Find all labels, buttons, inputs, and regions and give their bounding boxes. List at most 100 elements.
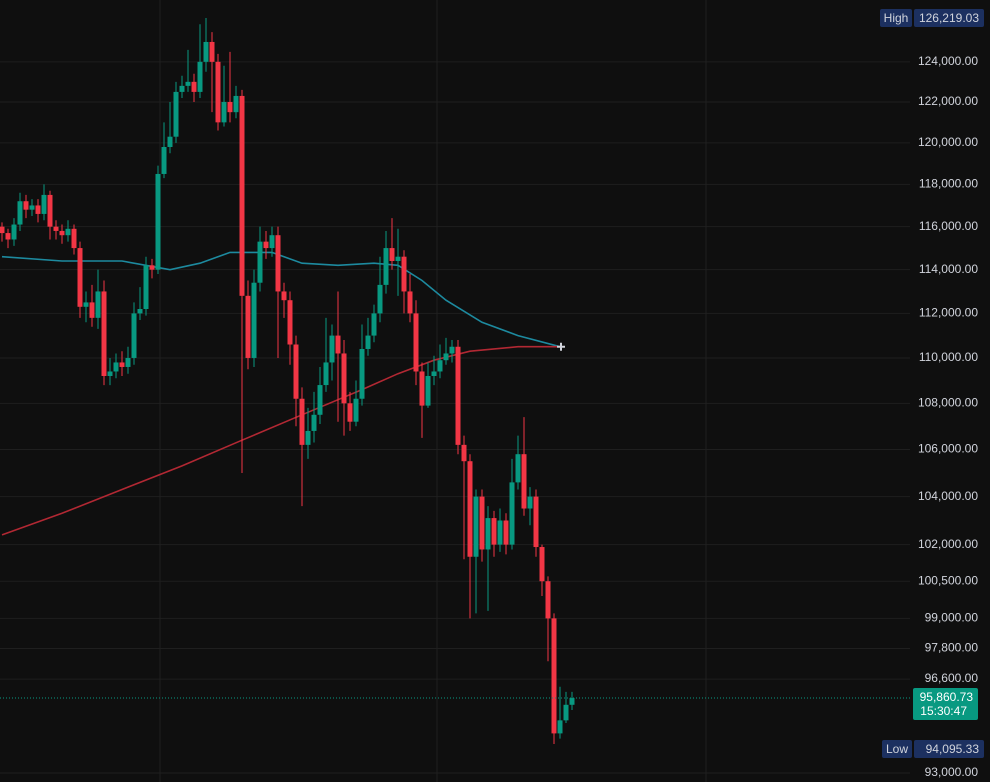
candle-body — [329, 335, 335, 363]
candle-body — [203, 41, 209, 62]
candle-body — [0, 226, 5, 234]
high-label-box — [880, 8, 912, 27]
candle-body — [485, 518, 491, 550]
candle-body — [293, 344, 299, 399]
candle-body — [29, 205, 35, 210]
candle-body — [83, 302, 89, 307]
high-value: 126,219.03 — [919, 11, 979, 25]
candle-body — [185, 81, 191, 86]
candle-body — [413, 313, 419, 372]
candle-body — [239, 95, 245, 296]
high-label: High — [884, 11, 909, 25]
candle-body — [467, 461, 473, 557]
candle-body — [233, 95, 239, 113]
candle-body — [161, 146, 167, 174]
moving-average — [1, 345, 560, 536]
candle-body — [263, 241, 269, 249]
candle-body — [497, 520, 503, 545]
candle-body — [245, 295, 251, 358]
y-tick-label: 100,500.00 — [918, 573, 978, 587]
candle-body — [209, 41, 215, 62]
candle-body — [461, 444, 467, 462]
grid — [0, 61, 910, 774]
candle-body — [503, 520, 509, 545]
y-tick-label: 106,000.00 — [918, 442, 978, 456]
candle-body — [401, 256, 407, 292]
y-tick-label: 102,000.00 — [918, 537, 978, 551]
candle-body — [77, 248, 83, 307]
y-tick-label: 114,000.00 — [919, 262, 978, 276]
y-tick-label: 120,000.00 — [918, 135, 978, 149]
candle-body — [539, 547, 545, 582]
candle-body — [443, 353, 449, 361]
candle-body — [173, 91, 179, 137]
candle-body — [317, 385, 323, 415]
candle-body — [515, 454, 521, 483]
candle-body — [137, 309, 143, 314]
candle-body — [431, 371, 437, 376]
candle-body — [17, 201, 23, 225]
low-value: 94,095.33 — [926, 742, 980, 756]
candle-body — [275, 235, 281, 292]
candle-body — [419, 371, 425, 406]
y-tick-label: 112,000.00 — [919, 306, 978, 320]
candle-body — [191, 81, 197, 92]
candle-body — [557, 720, 563, 734]
candle-body — [335, 335, 341, 354]
candle-body — [131, 313, 137, 358]
y-tick-label: 118,000.00 — [919, 177, 978, 191]
candle-body — [107, 371, 113, 376]
candle-body — [323, 362, 329, 386]
candle-body — [281, 291, 287, 301]
candle-body — [143, 265, 149, 310]
candle-body — [569, 698, 575, 705]
candle-body — [53, 226, 59, 231]
candle-body — [215, 61, 221, 123]
candle-body — [179, 85, 185, 92]
candle-body — [113, 362, 119, 372]
y-tick-label: 99,000.00 — [925, 611, 979, 625]
candle-body — [311, 414, 317, 431]
candle-body — [521, 454, 527, 509]
y-tick-label: 104,000.00 — [918, 489, 978, 503]
candle-body — [449, 346, 455, 354]
candle-body — [425, 375, 431, 406]
candle-body — [389, 248, 395, 262]
candle-body — [533, 496, 539, 548]
candle-body — [305, 430, 311, 445]
candle-body — [365, 335, 371, 349]
candle-body — [227, 102, 233, 113]
candle-body — [509, 482, 515, 545]
low-label: Low — [886, 742, 908, 756]
y-tick-label: 108,000.00 — [918, 395, 978, 409]
plot — [0, 17, 912, 745]
candle-body — [257, 241, 263, 283]
candle-body — [395, 256, 401, 262]
candle-body — [407, 291, 413, 314]
candle-body — [155, 173, 161, 270]
low-value-box — [914, 740, 984, 759]
y-tick-label: 97,800.00 — [925, 641, 979, 655]
candle-body — [341, 353, 347, 404]
y-tick-label: 124,000.00 — [918, 54, 978, 68]
candle-body — [299, 398, 305, 445]
candle-body — [287, 300, 293, 345]
candle-body — [41, 194, 47, 214]
candle-body — [563, 704, 569, 721]
candle-body — [437, 360, 443, 372]
crosshair-marker — [557, 342, 565, 351]
candle-body — [95, 291, 101, 318]
last-price-box — [913, 688, 978, 721]
candle-body — [119, 362, 125, 367]
y-tick-label: 116,000.00 — [919, 219, 978, 233]
candle-body — [47, 194, 53, 227]
candle-body — [491, 518, 497, 545]
y-tick-label: 96,600.00 — [925, 671, 979, 685]
candle-body — [359, 348, 365, 399]
price-axis: 124,000.00 122,000.00 120,000.00 118,000.00… — [880, 8, 984, 779]
candle-body — [383, 248, 389, 285]
candle-body — [269, 235, 275, 249]
candle-body — [35, 205, 41, 214]
